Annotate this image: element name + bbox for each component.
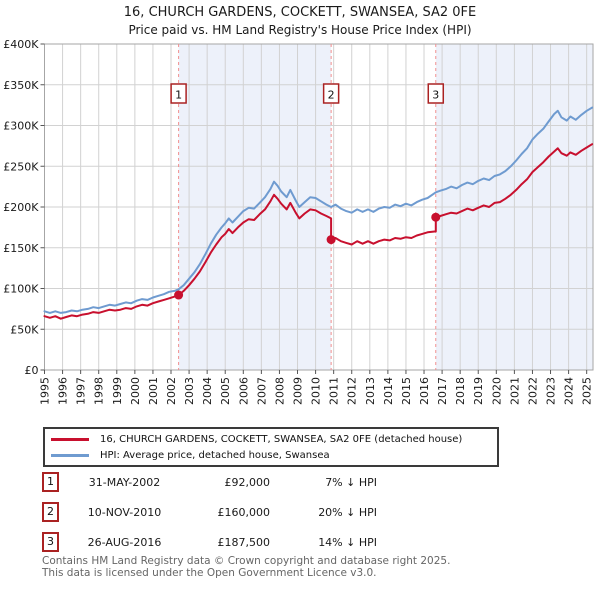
- price-paid-legend-label: 16, CHURCH GARDENS, COCKETT, SWANSEA, SA…: [100, 433, 463, 445]
- x-tick-label: 2008: [273, 377, 286, 405]
- y-tick-label: £200K: [3, 201, 39, 214]
- sale-flag-number-2: 2: [328, 89, 335, 102]
- x-tick-label: 2012: [346, 377, 359, 405]
- footer-line-1: Contains HM Land Registry data © Crown c…: [42, 555, 451, 567]
- y-tick-label: £350K: [3, 79, 39, 92]
- y-tick-label: £50K: [10, 323, 39, 336]
- hpi-line: [43, 106, 594, 314]
- sale-flag-box-2: [322, 83, 340, 104]
- sales-table: 1 31-MAY-2002 £92,000 7% ↓ HPI 2 10-NOV-2010 £…: [42, 467, 462, 557]
- x-tick-label: 2005: [219, 377, 232, 405]
- x-tick-label: 2009: [292, 377, 305, 405]
- x-tick-label: 2013: [364, 377, 377, 405]
- sale-marker-1: [174, 290, 184, 300]
- x-tick-label: 1997: [75, 377, 88, 405]
- license-footer: Contains HM Land Registry data © Crown c…: [42, 555, 451, 579]
- y-tick-label: £400K: [3, 38, 39, 51]
- sale-hpi-diff: 14% ↓ HPI: [318, 535, 377, 549]
- sale-number-badge: 3: [42, 532, 59, 552]
- price-history-chart: 1 2 3 £0 £50K £100K £150K £200K £250K £300K £350K £…: [3, 38, 594, 405]
- sale-hpi-diff: 7% ↓ HPI: [325, 475, 377, 489]
- x-tick-label: 2010: [310, 377, 323, 405]
- x-tick-label: 2001: [147, 377, 160, 405]
- x-tick-label: 2022: [526, 377, 539, 405]
- x-tick-label: 2023: [545, 377, 558, 405]
- x-tick-label: 2002: [165, 377, 178, 405]
- y-tick-label: £250K: [3, 160, 39, 173]
- x-tick-label: 2018: [454, 377, 467, 405]
- sale-flag-box-1: [170, 83, 187, 104]
- x-tick-label: 2006: [237, 377, 250, 405]
- sale-price: £92,000: [224, 475, 271, 489]
- sale-price: £160,000: [217, 505, 271, 519]
- x-tick-label: 1996: [57, 377, 70, 405]
- page-title: 16, CHURCH GARDENS, COCKETT, SWANSEA, SA…: [123, 5, 477, 20]
- x-tick-label: 2016: [418, 377, 431, 405]
- price-paid-line: [43, 143, 594, 320]
- sale-row-1: 1 31-MAY-2002 £92,000 7% ↓ HPI: [42, 467, 462, 497]
- sale-date: 26-AUG-2016: [87, 535, 162, 549]
- x-tick-label: 2014: [382, 377, 395, 405]
- sale-flag-number-1: 1: [175, 89, 182, 102]
- sale-hpi-diff: 20% ↓ HPI: [318, 505, 377, 519]
- x-tick-label: 2025: [581, 377, 594, 405]
- hpi-line-swatch: [51, 453, 89, 457]
- x-tick-label: 2024: [563, 377, 576, 405]
- legend-row-price-paid: 16, CHURCH GARDENS, COCKETT, SWANSEA, SA…: [45, 431, 497, 447]
- x-tick-label: 2011: [328, 377, 341, 405]
- legend-row-hpi: HPI: Average price, detached house, Swan…: [45, 447, 497, 463]
- x-tick-label: 2017: [436, 377, 449, 405]
- chart-legend: 16, CHURCH GARDENS, COCKETT, SWANSEA, SA…: [43, 427, 499, 467]
- y-tick-label: £150K: [3, 242, 39, 255]
- sale-flag-box-3: [427, 83, 445, 104]
- footer-line-2: This data is licensed under the Open Gov…: [42, 566, 377, 579]
- x-tick-label: 2003: [183, 377, 196, 405]
- x-tick-label: 2019: [472, 377, 485, 405]
- x-tick-label: 2004: [201, 377, 214, 405]
- sale-marker-2: [326, 235, 336, 245]
- y-tick-label: £0: [25, 364, 39, 377]
- sale-flag-number-3: 3: [432, 89, 439, 102]
- y-tick-label: £100K: [3, 283, 39, 296]
- x-tick-label: 1998: [93, 377, 106, 405]
- x-tick-label: 1995: [39, 377, 52, 405]
- hpi-legend-label: HPI: Average price, detached house, Swan…: [100, 449, 330, 461]
- sale-row-2: 2 10-NOV-2010 £160,000 20% ↓ HPI: [42, 497, 462, 527]
- sale-date: 31-MAY-2002: [88, 475, 161, 489]
- sale-number-badge: 1: [42, 472, 59, 492]
- sale-number-badge: 2: [42, 502, 59, 522]
- sale-date: 10-NOV-2010: [87, 505, 162, 519]
- x-tick-label: 1999: [111, 377, 124, 405]
- x-tick-label: 2015: [400, 377, 413, 405]
- sale-row-3: 3 26-AUG-2016 £187,500 14% ↓ HPI: [42, 527, 462, 557]
- y-tick-label: £300K: [3, 120, 39, 133]
- x-tick-label: 2021: [508, 377, 521, 405]
- x-tick-label: 2000: [129, 377, 142, 405]
- sale-price: £187,500: [217, 535, 271, 549]
- sale-marker-3: [431, 212, 441, 222]
- page-subtitle: Price paid vs. HM Land Registry's House …: [128, 23, 472, 37]
- x-tick-label: 2007: [255, 377, 268, 405]
- price-paid-line-swatch: [51, 437, 89, 441]
- x-tick-label: 2020: [490, 377, 503, 405]
